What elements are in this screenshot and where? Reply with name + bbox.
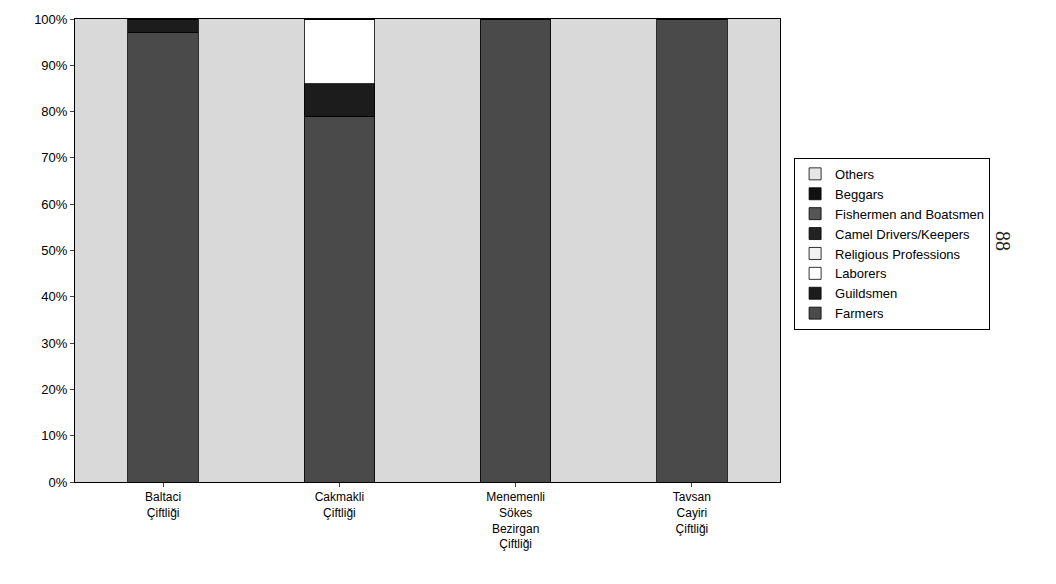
svg-text:Beggars: Beggars [835, 187, 884, 202]
svg-text:90%: 90% [41, 58, 67, 73]
svg-text:Camel Drivers/Keepers: Camel Drivers/Keepers [835, 227, 970, 242]
svg-text:TavsanCayiriÇiftliği: TavsanCayiriÇiftliği [673, 490, 711, 535]
svg-text:40%: 40% [41, 289, 67, 304]
svg-text:20%: 20% [41, 382, 67, 397]
svg-text:30%: 30% [41, 336, 67, 351]
svg-text:CakmakliÇiftliği: CakmakliÇiftliği [315, 490, 364, 520]
svg-text:MenemenliSökesBezirganÇiftliği: MenemenliSökesBezirganÇiftliği [486, 490, 545, 551]
svg-text:60%: 60% [41, 197, 67, 212]
svg-text:70%: 70% [41, 150, 67, 165]
svg-text:Religious Professions: Religious Professions [835, 247, 961, 262]
svg-text:100%: 100% [34, 12, 68, 27]
svg-text:10%: 10% [41, 428, 67, 443]
svg-text:Guildsmen: Guildsmen [835, 286, 897, 301]
svg-text:88: 88 [992, 231, 1014, 251]
svg-text:Fishermen and Boatsmen: Fishermen and Boatsmen [835, 207, 984, 222]
svg-text:BaltaciÇiftliği: BaltaciÇiftliği [145, 490, 181, 520]
svg-text:0%: 0% [49, 475, 68, 490]
svg-text:Laborers: Laborers [835, 266, 887, 281]
svg-text:50%: 50% [41, 243, 67, 258]
svg-text:Farmers: Farmers [835, 306, 884, 321]
svg-text:Others: Others [835, 167, 875, 182]
svg-text:80%: 80% [41, 104, 67, 119]
